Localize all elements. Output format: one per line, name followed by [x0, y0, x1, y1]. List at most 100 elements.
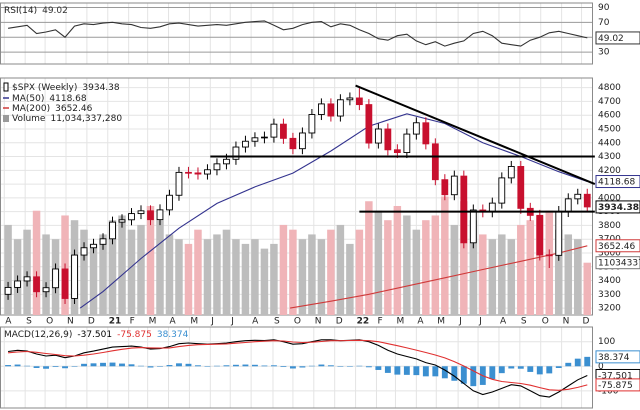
series-line — [8, 339, 588, 398]
legend-entry: MA(200) 3652.46 — [12, 104, 93, 114]
volume-bar — [165, 234, 174, 315]
candle-body — [14, 280, 21, 288]
candle-body — [469, 209, 477, 244]
x-tick-label: N — [563, 317, 570, 327]
candle-body — [4, 286, 12, 295]
histogram-bar — [251, 364, 258, 367]
volume-bar — [80, 229, 88, 315]
legend-entry: $SPX (Weekly) 3934.38 — [12, 83, 120, 93]
x-tick-label: S — [521, 317, 527, 327]
volume-bar — [422, 220, 430, 315]
histogram-bar — [536, 366, 543, 375]
legend-value: 38.374 — [157, 330, 189, 340]
panel-title: RSI(14) 49.02 — [4, 6, 68, 16]
histogram-bar — [413, 366, 420, 376]
y-tick-label: 3200 — [598, 304, 621, 314]
x-tick-label: D — [336, 317, 343, 327]
candle-body — [336, 99, 344, 117]
volume-bar — [384, 220, 392, 315]
y-tick-label: 30 — [598, 48, 610, 58]
candle-body — [431, 143, 439, 181]
x-tick-label: A — [252, 317, 259, 327]
y-tick-label: 90 — [598, 3, 610, 13]
value-box — [595, 200, 640, 214]
volume-bar — [536, 215, 544, 315]
value-box — [595, 350, 640, 364]
panel-frame — [0, 2, 593, 65]
x-tick-label: J — [210, 317, 214, 327]
volume-bar — [298, 239, 307, 315]
candle-body — [308, 114, 316, 134]
histogram-bar — [52, 366, 59, 368]
volume-bar — [251, 239, 259, 315]
volume-bar — [374, 210, 383, 315]
y-tick-label: 4500 — [598, 124, 621, 134]
legend-entry: Volume 11,034,337,280 — [12, 114, 122, 124]
value-box-label: 11034337280 — [598, 259, 640, 269]
histogram-bar — [185, 363, 192, 367]
candle-body — [204, 169, 211, 175]
volume-bar — [32, 210, 41, 315]
y-tick-label: 3400 — [598, 276, 621, 286]
x-tick-label: M — [396, 317, 404, 327]
volume-bar — [203, 239, 212, 315]
histogram-bar — [214, 365, 220, 367]
histogram-bar — [327, 365, 334, 367]
histogram-bar — [223, 365, 230, 367]
candle-body — [536, 214, 544, 256]
x-tick-label: S — [274, 317, 280, 327]
histogram-bar — [233, 364, 239, 367]
histogram-bar — [527, 366, 534, 372]
volume-bar — [260, 248, 269, 315]
histogram-bar — [584, 356, 591, 367]
volume-bar — [137, 224, 145, 315]
candle-body — [450, 175, 458, 196]
volume-bar — [336, 224, 345, 315]
candle-body — [318, 103, 325, 115]
candle-body — [128, 213, 135, 221]
y-tick-label: 3600 — [598, 248, 621, 258]
volume-bar — [127, 229, 136, 315]
histogram-bar — [81, 363, 87, 367]
x-tick-label: J — [478, 317, 482, 327]
candle-body — [545, 254, 553, 257]
value-box — [595, 31, 640, 45]
volume-bar — [469, 220, 478, 315]
x-tick-label: O — [46, 317, 53, 327]
candle-body — [42, 287, 50, 293]
histogram-bar — [261, 365, 268, 367]
volume-bar — [184, 243, 193, 315]
candle-body — [365, 104, 373, 144]
candle-body — [270, 123, 278, 138]
volume-bar — [270, 243, 278, 315]
candle-body — [185, 171, 192, 174]
candle-body — [327, 103, 335, 117]
value-box-label: 49.02 — [598, 34, 624, 44]
volume-bar — [507, 239, 516, 315]
x-tick-label: D — [88, 317, 95, 327]
legend-value: -75.875 — [117, 330, 152, 340]
candle-body — [147, 210, 154, 221]
legend-name: $SPX (Weekly) — [12, 83, 77, 93]
y-tick-label: 4200 — [598, 166, 621, 176]
histogram-bar — [289, 366, 296, 369]
volume-bar — [355, 229, 364, 315]
candle-body — [33, 276, 40, 293]
volume-bar — [289, 229, 297, 315]
volume-bar — [222, 229, 231, 315]
volume-bar — [156, 220, 164, 315]
histogram-bar — [90, 363, 97, 367]
histogram-bar — [270, 365, 277, 367]
volume-bar — [118, 215, 126, 315]
histogram-bar — [157, 366, 163, 367]
candle-body — [507, 166, 515, 179]
value-box-label: 38.374 — [598, 353, 630, 363]
candle-body — [299, 132, 306, 150]
volume-bar — [146, 205, 155, 315]
y-tick-label: 4000 — [598, 193, 621, 203]
candle-body — [441, 179, 449, 196]
volume-bar — [317, 239, 326, 315]
histogram-bar — [451, 366, 458, 381]
candle-body — [346, 97, 354, 101]
